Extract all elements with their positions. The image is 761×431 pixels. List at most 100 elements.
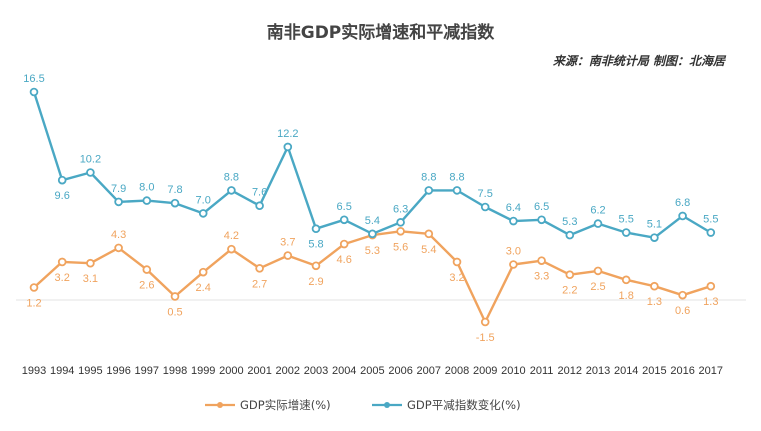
data-point xyxy=(480,317,490,327)
chart-title: 南非GDP实际增速和平减指数 xyxy=(266,23,495,43)
x-tick-label: 2017 xyxy=(699,365,723,377)
data-label: 4.6 xyxy=(337,254,352,266)
x-tick-label: 2003 xyxy=(304,365,328,377)
data-point xyxy=(621,275,631,285)
legend-label: GDP实际增速(%) xyxy=(240,398,331,412)
data-label: 6.4 xyxy=(506,202,521,214)
x-tick-label: 2002 xyxy=(276,365,300,377)
x-tick-label: 2005 xyxy=(360,365,384,377)
x-tick-label: 1994 xyxy=(50,365,74,377)
data-point xyxy=(452,186,462,195)
data-point xyxy=(452,257,462,267)
data-point xyxy=(255,201,264,211)
x-tick-label: 1999 xyxy=(191,365,215,377)
data-label: 0.6 xyxy=(675,305,690,317)
legend-label: GDP平减指数变化(%) xyxy=(407,398,521,412)
data-point xyxy=(86,258,95,268)
x-tick-label: 1996 xyxy=(106,365,130,377)
data-label: 9.6 xyxy=(55,190,70,202)
data-label: 2.5 xyxy=(590,281,605,293)
data-label: 8.8 xyxy=(421,171,436,183)
data-point xyxy=(593,219,603,228)
data-point xyxy=(480,202,490,212)
data-label: 4.3 xyxy=(111,229,126,241)
data-label: 5.3 xyxy=(562,216,577,228)
data-point xyxy=(142,265,152,274)
data-point xyxy=(29,283,39,292)
data-label: 7.9 xyxy=(111,183,126,195)
data-point xyxy=(227,244,236,254)
data-point xyxy=(424,229,434,239)
data-label: 6.5 xyxy=(337,201,352,213)
data-label: 5.4 xyxy=(421,244,436,256)
data-point xyxy=(396,226,405,236)
data-point xyxy=(198,267,208,277)
data-label: 3.2 xyxy=(55,272,70,284)
data-point xyxy=(57,257,67,267)
data-label: 3.1 xyxy=(83,273,98,285)
data-point xyxy=(311,261,321,271)
data-label: 3.7 xyxy=(280,237,295,249)
x-tick-label: 2011 xyxy=(530,365,554,377)
data-label: 6.5 xyxy=(534,201,549,213)
data-label: 8.0 xyxy=(139,182,154,194)
data-point xyxy=(593,266,603,276)
x-tick-label: 1993 xyxy=(22,365,46,377)
data-point xyxy=(114,197,123,207)
data-point xyxy=(678,211,687,221)
data-label: 2.7 xyxy=(252,278,267,290)
data-point xyxy=(706,228,716,237)
data-label: 1.3 xyxy=(703,296,718,308)
data-label: 5.5 xyxy=(619,214,634,226)
data-point xyxy=(170,198,180,208)
data-point xyxy=(509,260,518,269)
series-gdp-deflator: 16.5 9.6 10.2 7.9 8.0 7.8 7.0 8.8 7.6 12.2 5.8 6.5 5… xyxy=(23,73,718,251)
data-label: 5.1 xyxy=(647,219,662,231)
data-label: 5.4 xyxy=(365,215,380,227)
legend: GDP实际增速(%) GDP平减指数变化(%) xyxy=(205,398,521,412)
data-label: 1.8 xyxy=(619,290,634,302)
x-tick-label: 2009 xyxy=(473,365,497,377)
data-point xyxy=(86,168,95,177)
x-tick-label: 2008 xyxy=(445,365,469,377)
data-label: 2.9 xyxy=(308,276,323,288)
data-point xyxy=(396,218,405,227)
data-point xyxy=(57,175,67,185)
data-label: 2.6 xyxy=(139,280,154,292)
legend-item: GDP实际增速(%) xyxy=(205,398,331,412)
data-label: 6.3 xyxy=(393,203,408,215)
data-point xyxy=(565,270,575,280)
x-tick-label: 2001 xyxy=(247,365,271,377)
x-tick-label: 2013 xyxy=(586,365,610,377)
x-tick-label: 2012 xyxy=(558,365,582,377)
data-label: 8.8 xyxy=(224,171,239,183)
data-point xyxy=(537,215,546,225)
data-point xyxy=(650,233,659,242)
data-label: 16.5 xyxy=(23,73,44,85)
data-point xyxy=(29,87,39,97)
data-point xyxy=(283,251,293,260)
x-tick-label: 2010 xyxy=(501,365,525,377)
data-label: 3.2 xyxy=(449,272,464,284)
data-point xyxy=(678,290,687,300)
data-label: 3.0 xyxy=(506,246,521,258)
data-point xyxy=(170,292,180,301)
data-label: 7.8 xyxy=(167,184,182,196)
x-tick-label: 2014 xyxy=(614,365,638,377)
data-point xyxy=(311,224,321,234)
data-point xyxy=(650,281,659,291)
data-label: 5.5 xyxy=(703,214,718,226)
data-label: 1.2 xyxy=(26,298,41,310)
data-point xyxy=(198,209,208,218)
data-label: 1.3 xyxy=(647,296,662,308)
data-point xyxy=(424,186,434,195)
data-point xyxy=(339,215,349,225)
data-label: 8.8 xyxy=(449,171,464,183)
x-tick-label: 2007 xyxy=(417,365,441,377)
x-tick-label: 2004 xyxy=(332,365,356,377)
data-label: 7.0 xyxy=(196,194,211,206)
data-point xyxy=(537,256,546,265)
series-gdp-growth: 1.2 3.2 3.1 4.3 2.6 0.5 2.4 4.2 2.7 3.7 2.9 4.6 5.3 5… xyxy=(26,226,718,344)
data-point xyxy=(621,228,631,237)
